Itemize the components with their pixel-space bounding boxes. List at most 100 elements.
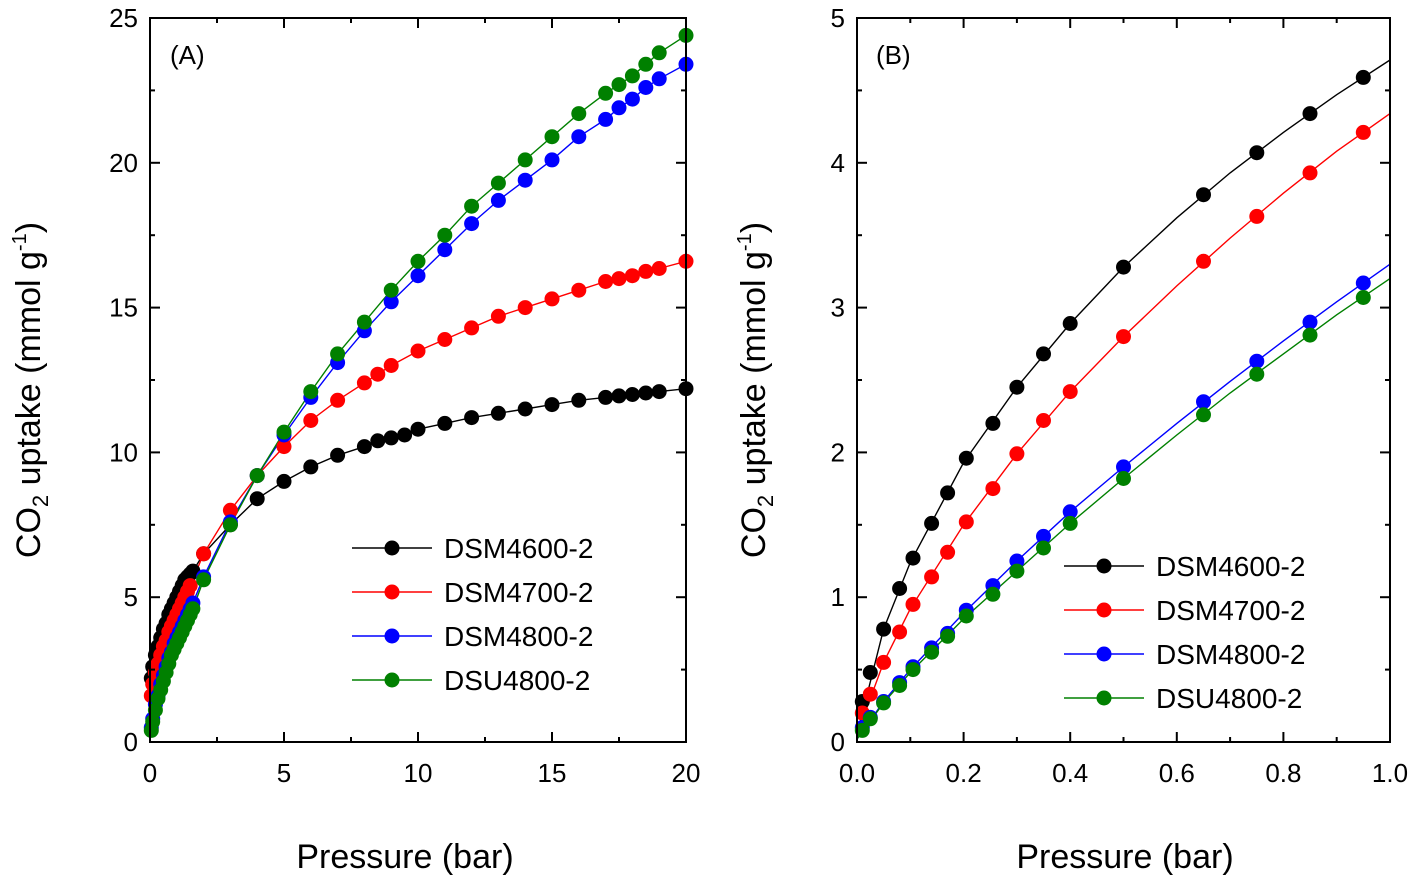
data-point-dsm4700-2 — [958, 514, 974, 530]
data-point-dsm4700-2 — [624, 268, 640, 284]
x-tick-label: 15 — [538, 758, 567, 788]
data-point-dsm4600-2 — [397, 427, 413, 443]
x-tick-label: 20 — [672, 758, 701, 788]
data-point-dsm4800-2 — [517, 172, 533, 188]
data-point-dsm4700-2 — [276, 439, 292, 455]
data-point-dsm4700-2 — [1302, 165, 1318, 181]
legend-label: DSM4700-2 — [1156, 595, 1305, 626]
legend-label: DSU4800-2 — [444, 665, 590, 696]
data-point-dsu4800-2 — [1116, 471, 1131, 486]
data-point-dsm4600-2 — [958, 450, 974, 466]
data-point-dsm4700-2 — [651, 261, 667, 276]
data-point-dsu4800-2 — [1062, 515, 1078, 531]
data-point-dsm4800-2 — [1196, 394, 1211, 410]
data-point-dsm4600-2 — [1062, 316, 1078, 331]
data-point-dsm4700-2 — [924, 569, 940, 585]
data-point-dsm4700-2 — [410, 343, 426, 359]
y-tick-label: 0 — [124, 727, 138, 757]
panel-label: (A) — [170, 40, 205, 70]
data-point-dsu4800-2 — [611, 77, 627, 93]
y-axis-title-end: ) — [10, 222, 48, 233]
data-point-dsm4800-2 — [410, 268, 426, 284]
y-axis-title-sup: -1 — [734, 233, 756, 251]
data-point-dsm4600-2 — [517, 401, 533, 417]
y-axis-title-mid: uptake (mmol g — [10, 251, 48, 495]
data-point-dsu4800-2 — [1355, 290, 1371, 305]
y-tick-label: 5 — [831, 3, 845, 33]
legend-item: DSM4600-2 — [352, 533, 593, 564]
legend-marker — [384, 672, 400, 688]
data-point-dsm4700-2 — [303, 413, 319, 428]
data-point-dsm4600-2 — [1009, 379, 1025, 395]
data-point-dsm4700-2 — [892, 624, 908, 640]
series-line-dsm4600-2 — [856, 59, 1391, 735]
data-point-dsu4800-2 — [924, 644, 940, 660]
data-point-dsm4700-2 — [598, 274, 614, 289]
data-point-dsu4800-2 — [624, 68, 640, 84]
legend-item: DSM4700-2 — [352, 577, 593, 608]
legend-item: DSM4700-2 — [1064, 595, 1305, 626]
data-point-dsm4600-2 — [1355, 69, 1371, 85]
x-tick-label: 1.0 — [1372, 758, 1408, 788]
legend-marker — [1096, 602, 1112, 618]
data-point-dsm4700-2 — [464, 320, 480, 336]
data-point-dsm4600-2 — [437, 415, 453, 431]
y-axis-title-mid: uptake (mmol g — [735, 251, 773, 495]
data-point-dsm4600-2 — [1302, 106, 1318, 122]
x-tick-label: 0.8 — [1265, 758, 1301, 788]
series-line-dsu4800-2 — [150, 34, 687, 731]
data-point-dsm4800-2 — [437, 242, 453, 258]
data-point-dsm4600-2 — [638, 385, 654, 401]
data-point-dsm4800-2 — [464, 216, 480, 232]
data-point-dsm4600-2 — [330, 447, 346, 463]
data-point-dsm4600-2 — [905, 550, 921, 566]
data-point-dsu4800-2 — [598, 85, 614, 101]
data-point-dsm4600-2 — [940, 485, 956, 501]
data-point-dsm4600-2 — [410, 421, 426, 437]
y-tick-label: 10 — [109, 437, 138, 467]
data-point-dsu4800-2 — [638, 56, 654, 72]
data-point-dsm4600-2 — [651, 384, 667, 400]
x-tick-label: 0.0 — [839, 758, 875, 788]
legend-marker — [384, 540, 400, 556]
data-point-dsm4800-2 — [624, 91, 640, 107]
data-point-dsm4800-2 — [571, 129, 587, 145]
data-point-dsm4700-2 — [222, 502, 238, 518]
legend-marker — [1096, 646, 1112, 662]
y-tick-label: 5 — [124, 582, 138, 612]
data-point-dsm4700-2 — [862, 686, 878, 702]
data-point-dsm4800-2 — [1062, 504, 1078, 520]
legend-label: DSM4600-2 — [444, 533, 593, 564]
data-point-dsu4800-2 — [410, 253, 426, 269]
data-point-dsm4700-2 — [571, 282, 587, 298]
data-point-dsu4800-2 — [330, 346, 346, 362]
y-axis-title-main: CO — [10, 507, 48, 558]
data-point-dsm4700-2 — [1062, 384, 1078, 400]
x-tick-label: 0.4 — [1052, 758, 1088, 788]
data-point-dsm4800-2 — [544, 152, 560, 168]
data-point-dsm4600-2 — [303, 459, 319, 475]
data-point-dsm4600-2 — [1036, 346, 1051, 362]
data-point-dsu4800-2 — [490, 175, 506, 191]
data-point-dsu4800-2 — [862, 711, 878, 727]
data-point-dsm4700-2 — [1196, 253, 1211, 269]
data-point-dsu4800-2 — [356, 314, 372, 330]
data-point-dsu4800-2 — [517, 152, 533, 168]
data-point-dsm4600-2 — [571, 392, 587, 408]
data-point-dsm4700-2 — [985, 481, 1001, 497]
legend-item: DSU4800-2 — [1064, 683, 1302, 714]
data-point-dsm4700-2 — [330, 392, 346, 408]
x-tick-label: 10 — [404, 758, 433, 788]
panel-a: 0 5 10 15 20 0 5 10 15 20 25 Pressure (bar) CO2 upta… — [9, 3, 700, 876]
data-point-dsm4600-2 — [598, 389, 614, 405]
data-point-dsm4700-2 — [517, 300, 533, 316]
data-point-dsm4800-2 — [490, 192, 506, 208]
data-point-dsm4600-2 — [276, 473, 292, 489]
data-point-dsm4800-2 — [383, 294, 399, 310]
legend-item: DSM4800-2 — [352, 621, 593, 652]
data-point-dsu4800-2 — [958, 608, 974, 624]
data-point-dsm4700-2 — [1009, 446, 1025, 462]
data-point-dsu4800-2 — [544, 129, 560, 145]
y-axis-title-main: CO — [735, 507, 773, 558]
panel-label: (B) — [876, 40, 911, 70]
